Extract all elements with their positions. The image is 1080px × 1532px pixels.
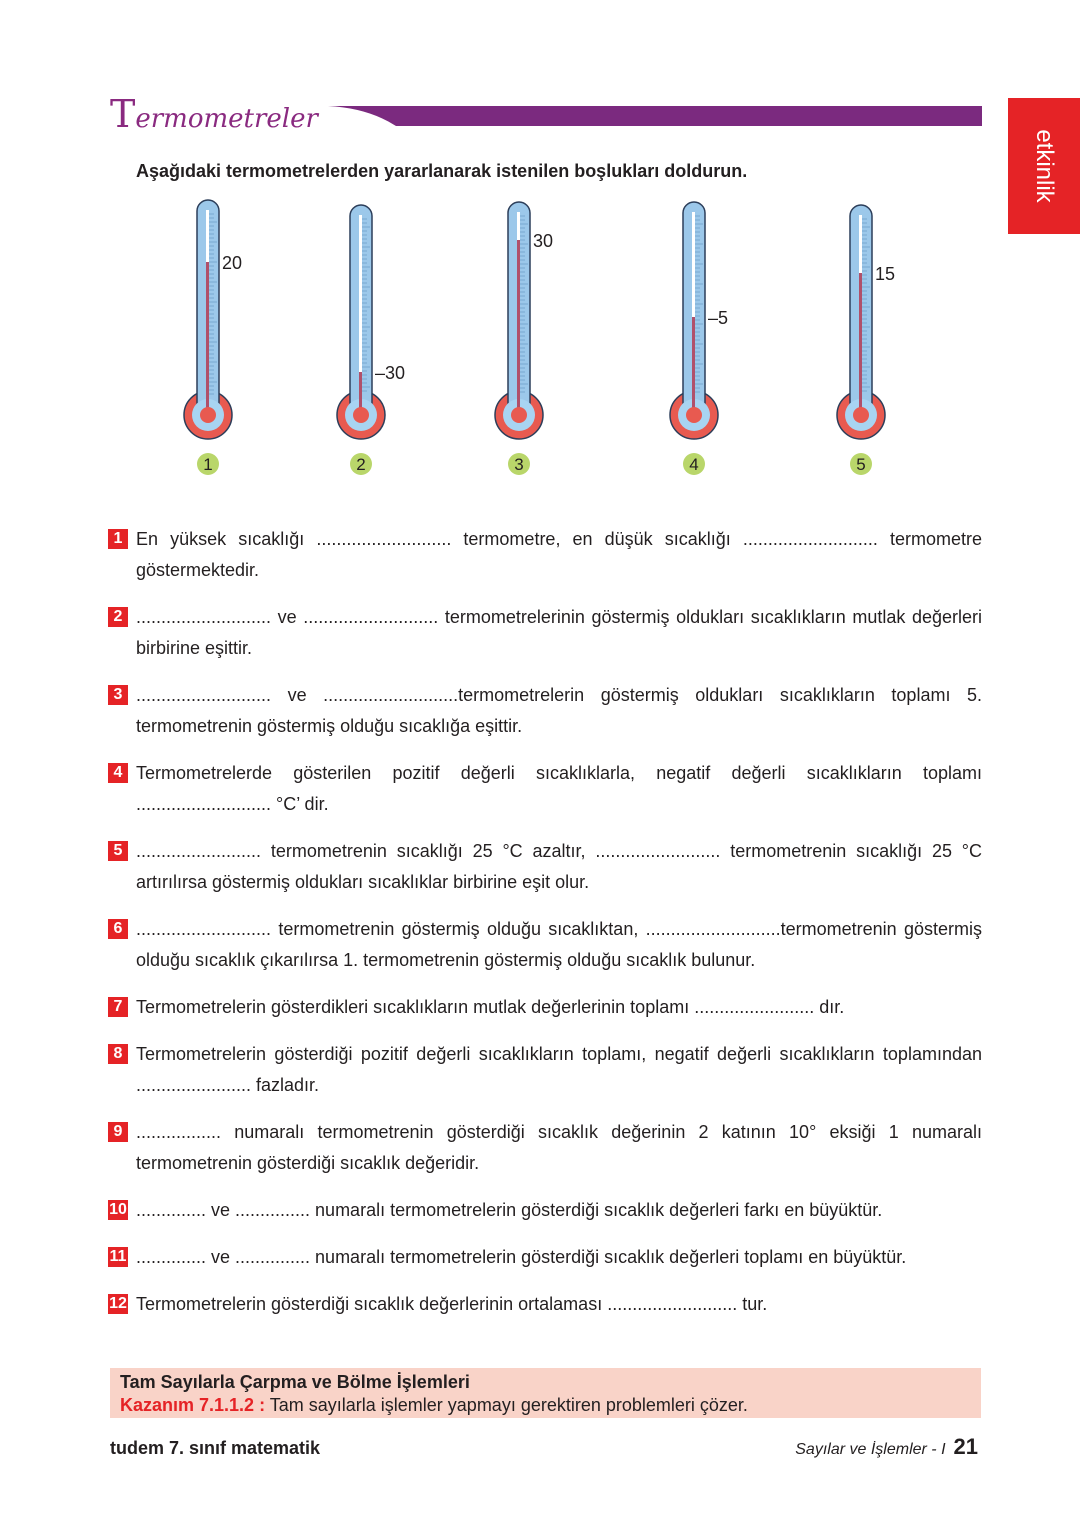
page-number: 21 xyxy=(953,1434,978,1459)
mercury-level xyxy=(359,372,362,415)
question-number: 11 xyxy=(108,1247,128,1267)
temperature-label: –30 xyxy=(375,363,405,383)
question-number: 12 xyxy=(108,1294,128,1314)
thermometer: 15 5 xyxy=(836,204,895,475)
question-text: ........................... ve .........… xyxy=(136,685,982,736)
question-number: 1 xyxy=(108,529,128,549)
question-item: 9 ................. numaralı termometreni… xyxy=(108,1117,982,1179)
question-item: 2 ........................... ve ........… xyxy=(108,602,982,664)
temperature-label: –5 xyxy=(708,308,728,328)
question-text: .............. ve ............... numara… xyxy=(136,1247,907,1267)
mercury-level xyxy=(517,240,520,415)
mercury-level xyxy=(692,317,695,415)
question-text: Termometrelerin gösterdikleri sıcaklıkla… xyxy=(136,997,845,1017)
question-item: 12 Termometrelerin gösterdiği sıcaklık de… xyxy=(108,1289,982,1320)
thermometer: –30 2 xyxy=(336,204,405,475)
question-number: 4 xyxy=(108,763,128,783)
question-number: 8 xyxy=(108,1044,128,1064)
question-text: .............. ve ............... numara… xyxy=(136,1200,883,1220)
thermometer-number: 3 xyxy=(514,455,523,474)
question-number: 10 xyxy=(108,1200,128,1220)
page-title: Termometreler xyxy=(110,92,318,136)
temperature-label: 15 xyxy=(875,264,895,284)
thermometers-figure: 20 1 –30 2 30 3 –5 4 15 5 xyxy=(183,199,895,475)
thermometer-number: 2 xyxy=(356,455,365,474)
question-item: 3 ........................... ve ........… xyxy=(108,680,982,742)
question-text: Termometrelerin gösterdiği sıcaklık değe… xyxy=(136,1294,768,1314)
thermometer: –5 4 xyxy=(669,201,728,475)
thermometer-number: 1 xyxy=(203,455,212,474)
question-number: 9 xyxy=(108,1122,128,1142)
objective-topic: Tam Sayılarla Çarpma ve Bölme İşlemleri xyxy=(120,1372,470,1392)
thermometer-number: 5 xyxy=(856,455,865,474)
question-number: 2 xyxy=(108,607,128,627)
thermometer: 30 3 xyxy=(494,201,553,475)
instruction: Aşağıdaki termometrelerden yararlanarak … xyxy=(136,161,748,181)
question-number: 5 xyxy=(108,841,128,861)
temperature-label: 30 xyxy=(533,231,553,251)
footer-section: Sayılar ve İşlemler - I 21 xyxy=(795,1434,978,1459)
activity-tab: etkinlik xyxy=(1008,98,1080,234)
title-bar xyxy=(328,106,982,126)
question-item: 1 En yüksek sıcaklığı ...................… xyxy=(108,524,982,586)
question-number: 3 xyxy=(108,685,128,705)
thermometer-number: 4 xyxy=(689,455,698,474)
question-list: 1 En yüksek sıcaklığı ...................… xyxy=(108,524,982,1336)
thermometer: 20 1 xyxy=(183,199,242,475)
question-item: 7 Termometrelerin gösterdikleri sıcaklıkl… xyxy=(108,992,982,1023)
question-item: 10 .............. ve ............... numa… xyxy=(108,1195,982,1226)
question-text: ........................... ve .........… xyxy=(136,607,982,658)
question-number: 6 xyxy=(108,919,128,939)
question-text: ........................... termometreni… xyxy=(136,919,982,970)
question-item: 11 .............. ve ............... numa… xyxy=(108,1242,982,1273)
question-item: 5 ......................... termometrenin… xyxy=(108,836,982,898)
question-item: 6 ........................... termometren… xyxy=(108,914,982,976)
question-item: 4 Termometrelerde gösterilen pozitif değe… xyxy=(108,758,982,820)
question-text: Termometrelerin gösterdiği pozitif değer… xyxy=(136,1044,982,1095)
question-item: 8 Termometrelerin gösterdiği pozitif değe… xyxy=(108,1039,982,1101)
question-number: 7 xyxy=(108,997,128,1017)
question-text: ......................... termometrenin … xyxy=(136,841,982,892)
objective-line: Kazanım 7.1.1.2 : Tam sayılarla işlemler… xyxy=(120,1395,748,1415)
question-text: En yüksek sıcaklığı ....................… xyxy=(136,529,982,580)
mercury-level xyxy=(206,262,209,415)
objective-box: Tam Sayılarla Çarpma ve Bölme İşlemleri … xyxy=(110,1368,981,1418)
question-text: Termometrelerde gösterilen pozitif değer… xyxy=(136,763,982,814)
mercury-level xyxy=(859,273,862,415)
question-text: ................. numaralı termometrenin… xyxy=(136,1122,982,1173)
footer-brand: tudem 7. sınıf matematik xyxy=(110,1438,321,1458)
temperature-label: 20 xyxy=(222,253,242,273)
